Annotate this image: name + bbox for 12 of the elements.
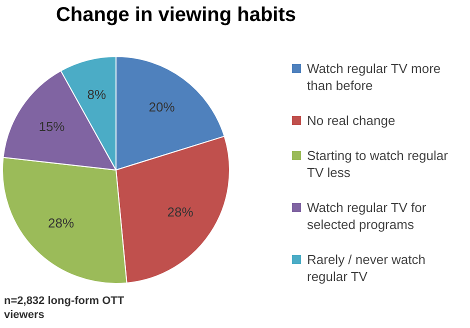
- data-label: 8%: [87, 86, 106, 102]
- legend-label: Starting to watch regular TV less: [307, 147, 449, 181]
- data-label: 28%: [48, 216, 74, 231]
- legend-label: Watch regular TV more than before: [307, 60, 442, 94]
- legend-label: No real change: [307, 112, 396, 129]
- data-label: 20%: [148, 99, 176, 114]
- legend-label: Watch regular TV for selected programs: [307, 199, 428, 233]
- legend-label: Rarely / never watch regular TV: [307, 251, 426, 285]
- data-label: 15%: [38, 118, 66, 134]
- chart-title: Change in viewing habits: [54, 4, 298, 27]
- text: n=2,832 long-form OTT viewers: [4, 294, 126, 322]
- data-label: 28%: [167, 204, 194, 220]
